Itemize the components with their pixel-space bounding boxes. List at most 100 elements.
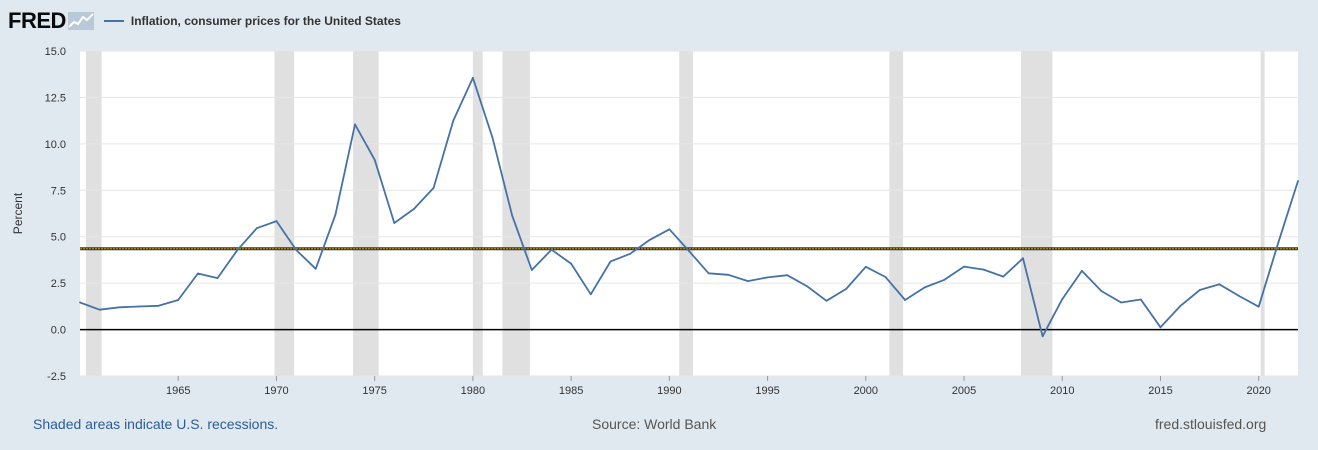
- data-point: [177, 299, 180, 301]
- data-point: [138, 305, 140, 308]
- data-point: [805, 285, 808, 288]
- data-point: [236, 249, 239, 252]
- recession-band: [1021, 51, 1053, 376]
- recession-band: [85, 51, 102, 376]
- data-point: [864, 265, 867, 268]
- data-point: [432, 186, 435, 189]
- data-point: [1159, 326, 1162, 329]
- data-point: [1179, 305, 1182, 308]
- y-tick-label: 2.5: [51, 278, 66, 290]
- data-point: [196, 272, 199, 275]
- chart-area: 15.0 12.5 10.0 7.5 5.0 2.5 0.0 -2.5 1965 1970 1975…: [0, 40, 1318, 400]
- recession-band: [502, 51, 530, 376]
- x-tick-label: 1975: [362, 385, 386, 397]
- data-point: [1277, 241, 1280, 244]
- data-point: [79, 301, 81, 304]
- data-point: [472, 77, 474, 79]
- recession-band: [353, 51, 379, 376]
- recession-band: [889, 51, 904, 376]
- data-point: [373, 158, 376, 161]
- data-point: [334, 213, 337, 216]
- y-tick-label: 7.5: [51, 185, 66, 197]
- data-point: [589, 293, 592, 296]
- data-point: [629, 252, 631, 255]
- source-text: Source: World Bank: [592, 416, 717, 432]
- data-point: [1139, 298, 1142, 301]
- data-point: [1100, 290, 1103, 293]
- data-point: [216, 277, 219, 280]
- x-tick-label: 1995: [755, 385, 779, 397]
- data-point: [884, 276, 887, 278]
- x-tick-label: 2000: [854, 385, 878, 397]
- data-point: [530, 269, 533, 271]
- data-point: [904, 299, 906, 301]
- x-tick-label: 1980: [461, 385, 485, 397]
- recession-band: [274, 51, 295, 376]
- y-tick-label: 5.0: [51, 232, 66, 244]
- x-tick-label: 1965: [166, 385, 190, 397]
- x-tick-label: 2020: [1246, 385, 1270, 397]
- data-point: [668, 228, 671, 231]
- data-point: [98, 308, 101, 311]
- x-tick-label: 2005: [952, 385, 976, 397]
- y-axis-label: Percent: [11, 192, 25, 234]
- data-point: [255, 227, 258, 230]
- data-point: [452, 119, 455, 122]
- data-point: [845, 288, 848, 290]
- data-point: [766, 276, 769, 279]
- data-point: [1218, 283, 1221, 286]
- legend-line-swatch: [103, 20, 124, 22]
- data-point: [118, 306, 121, 309]
- data-point: [275, 220, 278, 223]
- recession-note: Shaded areas indicate U.S. recessions.: [33, 416, 279, 432]
- data-point: [707, 272, 710, 275]
- data-point: [982, 268, 985, 271]
- data-point: [1198, 289, 1201, 291]
- data-point: [1257, 305, 1260, 308]
- data-point: [314, 267, 317, 270]
- data-point: [1081, 269, 1083, 272]
- chart-header: FRED Inflation, consumer prices for the …: [8, 6, 401, 36]
- data-point: [825, 299, 828, 302]
- data-point: [550, 248, 553, 251]
- data-point: [1238, 295, 1240, 297]
- recession-band: [472, 51, 483, 376]
- y-tick-label: -2.5: [47, 371, 66, 383]
- site-link[interactable]: fred.stlouisfed.org: [1155, 416, 1267, 432]
- data-point: [1061, 298, 1064, 301]
- data-point: [727, 273, 730, 276]
- line-chart: 15.0 12.5 10.0 7.5 5.0 2.5 0.0 -2.5 1965 1970 1975…: [11, 46, 1299, 397]
- series-title: Inflation, consumer prices for the Unite…: [130, 14, 401, 28]
- data-point: [1297, 180, 1299, 182]
- data-point: [923, 286, 926, 289]
- y-tick-label: 15.0: [45, 46, 66, 58]
- y-tick-label: 10.0: [45, 139, 66, 151]
- x-tick-label: 1985: [559, 385, 583, 397]
- data-point: [963, 265, 965, 268]
- data-point: [570, 262, 573, 265]
- data-point: [648, 238, 651, 241]
- chart-line-icon: [67, 12, 94, 30]
- data-point: [393, 222, 396, 224]
- data-point: [786, 274, 789, 277]
- data-point: [1002, 275, 1005, 278]
- x-tick-label: 2015: [1148, 385, 1172, 397]
- data-point: [295, 249, 297, 251]
- data-point: [1041, 335, 1044, 338]
- x-tick-label: 1990: [657, 385, 681, 397]
- y-tick-label: 12.5: [45, 92, 66, 104]
- x-tick-label: 1970: [264, 385, 288, 397]
- data-point: [1120, 301, 1123, 304]
- recession-band: [1260, 51, 1265, 376]
- data-point: [157, 304, 160, 307]
- y-tick-label: 0.0: [51, 325, 66, 337]
- data-point: [511, 214, 514, 217]
- fred-logo[interactable]: FRED: [8, 8, 66, 33]
- recession-band: [679, 51, 693, 376]
- data-point: [1022, 257, 1024, 260]
- x-tick-label: 2010: [1050, 385, 1074, 397]
- data-point: [747, 280, 749, 282]
- data-point: [354, 123, 356, 126]
- data-point: [688, 250, 690, 252]
- data-point: [413, 207, 415, 210]
